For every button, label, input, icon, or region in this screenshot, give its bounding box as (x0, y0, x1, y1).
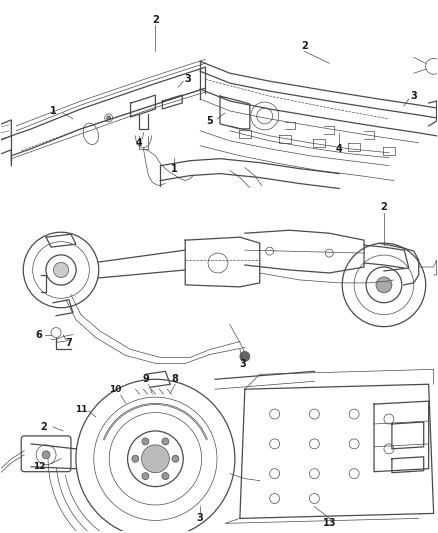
Circle shape (172, 455, 179, 462)
Text: 7: 7 (66, 337, 72, 348)
Text: 1: 1 (49, 106, 57, 116)
Text: 5: 5 (207, 116, 213, 126)
Circle shape (142, 438, 149, 445)
Text: 4: 4 (336, 144, 343, 154)
Text: 3: 3 (240, 359, 246, 369)
Text: 2: 2 (152, 14, 159, 25)
Text: 8: 8 (172, 374, 179, 384)
Circle shape (162, 473, 169, 480)
Text: 13: 13 (322, 519, 336, 528)
Text: 10: 10 (110, 385, 122, 394)
Text: 3: 3 (197, 513, 204, 523)
Text: 3: 3 (410, 91, 417, 101)
Text: 3: 3 (185, 74, 191, 84)
Circle shape (162, 438, 169, 445)
Text: 2: 2 (301, 42, 308, 51)
Text: 11: 11 (74, 405, 87, 414)
Text: 2: 2 (41, 422, 47, 432)
Text: 6: 6 (36, 329, 42, 340)
Circle shape (142, 473, 149, 480)
Text: 2: 2 (381, 203, 387, 212)
Text: 1: 1 (171, 164, 178, 174)
Text: 12: 12 (33, 462, 46, 471)
Circle shape (376, 277, 392, 293)
Circle shape (141, 445, 170, 473)
Circle shape (107, 116, 111, 120)
Text: 4: 4 (135, 138, 142, 148)
Circle shape (42, 451, 50, 459)
Circle shape (240, 351, 250, 361)
Text: 9: 9 (142, 374, 149, 384)
Circle shape (53, 262, 69, 278)
Circle shape (132, 455, 139, 462)
